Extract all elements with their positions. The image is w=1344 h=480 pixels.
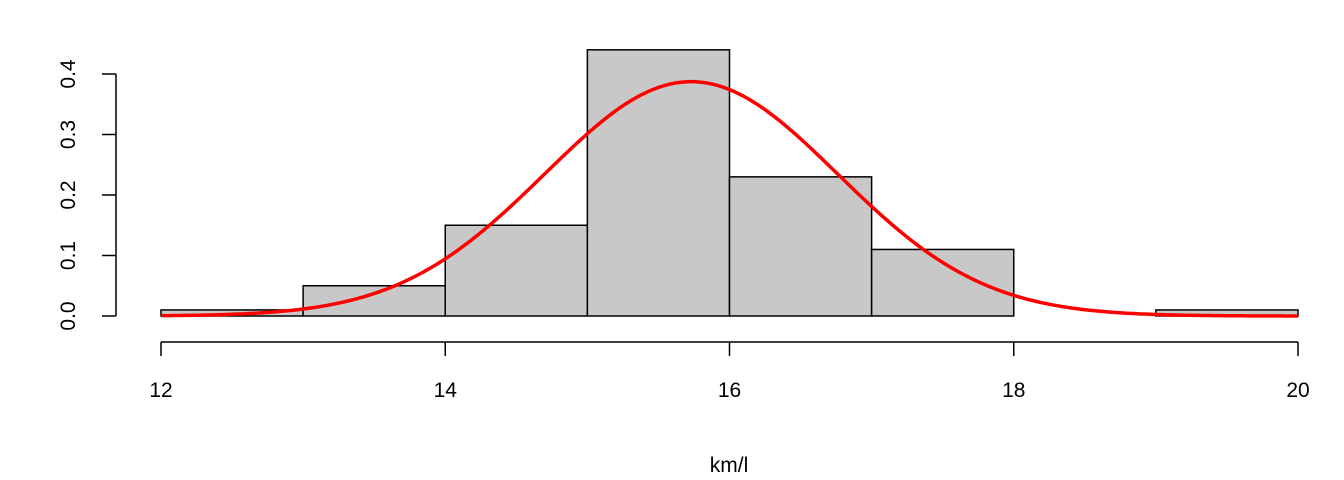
histogram-bar xyxy=(870,248,1015,317)
y-tick-label: 0.3 xyxy=(57,120,80,149)
x-axis-label: km/l xyxy=(710,454,749,477)
histogram-bar xyxy=(728,176,873,317)
histogram-bar xyxy=(444,224,589,317)
x-tick-label: 14 xyxy=(434,379,458,402)
histogram-bar xyxy=(586,49,731,317)
x-tick-label: 12 xyxy=(149,379,172,402)
x-tick-label: 20 xyxy=(1286,379,1309,402)
x-tick-label: 18 xyxy=(1002,379,1025,402)
y-tick-label: 0.0 xyxy=(57,301,80,330)
x-tick-label: 16 xyxy=(718,379,741,402)
y-tick-label: 0.4 xyxy=(57,59,80,89)
x-axis: 12 14 16 18 20 xyxy=(149,341,1310,402)
density-curve xyxy=(160,79,1299,318)
histogram-bar xyxy=(302,285,446,317)
density-curve-layer xyxy=(160,79,1299,318)
y-tick-label: 0.2 xyxy=(57,180,80,209)
histogram-bars xyxy=(160,49,1299,317)
y-tick-label: 0.1 xyxy=(57,241,80,270)
y-axis: 0.0 0.1 0.2 0.3 0.4 xyxy=(57,59,117,331)
